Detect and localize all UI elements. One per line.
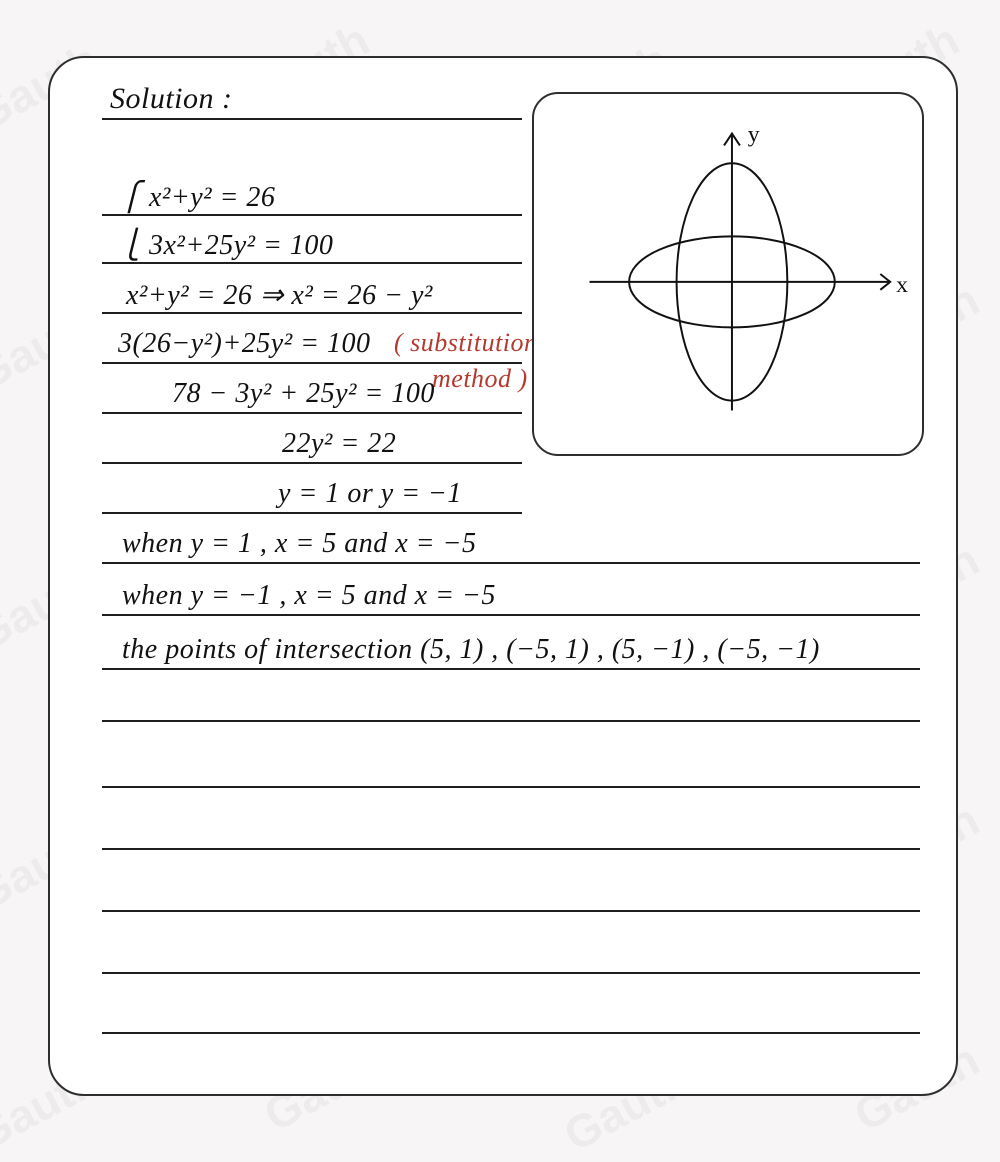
equation-line: when y = −1 , x = 5 and x = −5 bbox=[122, 580, 496, 612]
equation-line: when y = 1 , x = 5 and x = −5 bbox=[122, 528, 476, 560]
y-axis-label: y bbox=[748, 121, 760, 147]
annotation-substitution: method ) bbox=[432, 364, 528, 394]
equation-line: 22y² = 22 bbox=[282, 428, 396, 460]
equation-line: ⎧ x²+y² = 26 bbox=[120, 180, 275, 214]
graph-box: y x bbox=[532, 92, 924, 456]
ruled-line bbox=[102, 562, 920, 564]
equation-line: ⎩ 3x²+25y² = 100 bbox=[120, 228, 333, 262]
note-card: Solution : ⎧ x²+y² = 26 ⎩ 3x²+25y² = 100… bbox=[48, 56, 958, 1096]
ruled-line bbox=[102, 668, 920, 670]
ruled-line bbox=[102, 214, 522, 216]
equation-line: y = 1 or y = −1 bbox=[278, 478, 462, 510]
ruled-line bbox=[102, 786, 920, 788]
ruled-line bbox=[102, 972, 920, 974]
x-axis-label: x bbox=[896, 272, 908, 298]
ruled-line bbox=[102, 848, 920, 850]
ruled-line bbox=[102, 512, 522, 514]
ruled-line bbox=[102, 910, 920, 912]
ruled-line bbox=[102, 412, 522, 414]
ruled-line bbox=[102, 118, 522, 120]
ruled-line bbox=[102, 1032, 920, 1034]
lines-area: Solution : ⎧ x²+y² = 26 ⎩ 3x²+25y² = 100… bbox=[102, 84, 920, 1074]
graph-svg: y x bbox=[534, 94, 922, 454]
equation-line: 78 − 3y² + 25y² = 100 bbox=[172, 378, 435, 410]
result-line: the points of intersection (5, 1) , (−5,… bbox=[122, 634, 820, 666]
equation-line: 3(26−y²)+25y² = 100 bbox=[118, 328, 370, 360]
ruled-line bbox=[102, 614, 920, 616]
equation-line: x²+y² = 26 ⇒ x² = 26 − y² bbox=[126, 278, 433, 312]
ruled-line bbox=[102, 312, 522, 314]
ruled-line bbox=[102, 262, 522, 264]
heading-solution: Solution : bbox=[110, 82, 233, 116]
ruled-line bbox=[102, 720, 920, 722]
annotation-substitution: ( substitution bbox=[394, 328, 538, 358]
ruled-line bbox=[102, 462, 522, 464]
